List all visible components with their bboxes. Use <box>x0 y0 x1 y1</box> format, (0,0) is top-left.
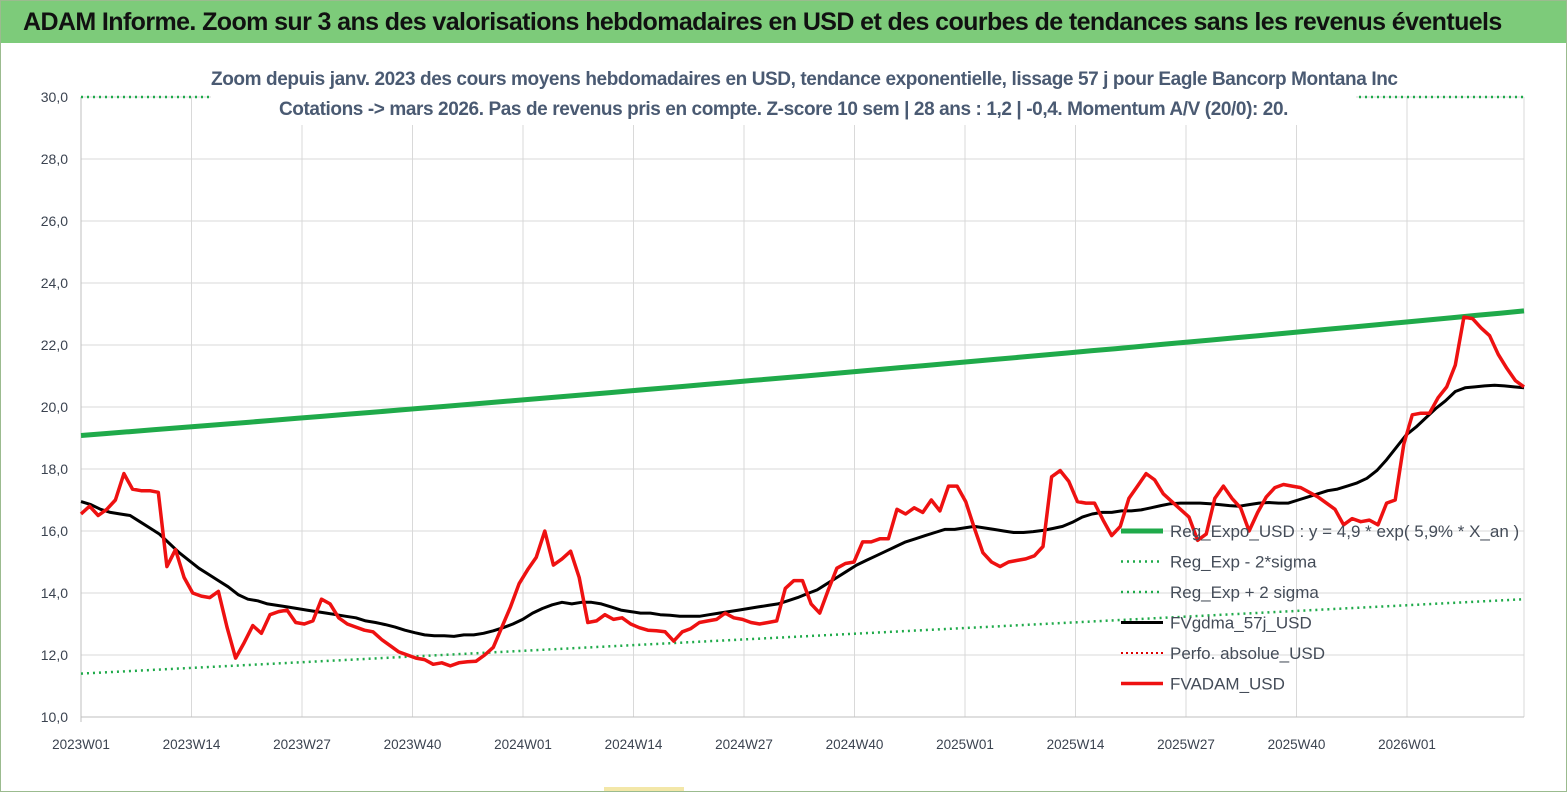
x-tick-label: 2025W40 <box>1268 737 1326 752</box>
x-tick-label: 2023W01 <box>52 737 110 752</box>
legend-label-perfo: Perfo. absolue_USD <box>1170 644 1325 663</box>
chart-title-line-1: Zoom depuis janv. 2023 des cours moyens … <box>211 69 1398 90</box>
x-tick-label: 2026W01 <box>1378 737 1436 752</box>
legend-label-reg_exp: Reg_Expo_USD : y = 4,9 * exp( 5,9% * X_a… <box>1170 522 1519 541</box>
series-fvgdma-57j-usd <box>80 383 1525 638</box>
report-banner: ADAM Informe. Zoom sur 3 ans des valoris… <box>1 1 1566 43</box>
legend-label-reg_minus: Reg_Exp - 2*sigma <box>1170 553 1317 572</box>
y-tick-label: 30,0 <box>41 89 68 105</box>
bottom-scroll-marker <box>604 787 684 791</box>
y-tick-label: 28,0 <box>41 151 68 167</box>
chart-title: Zoom depuis janv. 2023 des cours moyens … <box>211 65 1398 125</box>
x-tick-label: 2024W01 <box>494 737 552 752</box>
x-tick-label: 2023W14 <box>163 737 221 752</box>
series-fvadam-usd <box>79 315 1526 668</box>
series-reg-expo-usd <box>80 308 1525 438</box>
report-title: ADAM Informe. Zoom sur 3 ans des valoris… <box>23 8 1502 36</box>
x-tick-label: 2023W40 <box>384 737 442 752</box>
y-tick-label: 24,0 <box>41 275 68 291</box>
x-tick-label: 2024W40 <box>826 737 884 752</box>
x-tick-label: 2024W14 <box>605 737 663 752</box>
y-tick-label: 18,0 <box>41 461 68 477</box>
x-tick-label: 2025W14 <box>1047 737 1105 752</box>
y-tick-label: 22,0 <box>41 337 68 353</box>
legend-label-reg_plus: Reg_Exp + 2 sigma <box>1170 583 1319 602</box>
legend-label-fvadam: FVADAM_USD <box>1170 675 1285 694</box>
x-tick-label: 2025W27 <box>1157 737 1215 752</box>
legend-label-fvgdma: FVgdma_57j_USD <box>1170 614 1312 633</box>
y-tick-label: 10,0 <box>41 709 68 725</box>
y-tick-label: 14,0 <box>41 585 68 601</box>
y-tick-label: 16,0 <box>41 523 68 539</box>
chart-title-line-2: Cotations -> mars 2026. Pas de revenus p… <box>278 99 1289 120</box>
x-tick-label: 2024W27 <box>715 737 773 752</box>
x-tick-label: 2025W01 <box>936 737 994 752</box>
series-reg-exp-minus-2sigma <box>80 597 1525 675</box>
x-tick-label: 2023W27 <box>273 737 331 752</box>
y-tick-label: 20,0 <box>41 399 68 415</box>
y-tick-label: 12,0 <box>41 647 68 663</box>
y-tick-label: 26,0 <box>41 213 68 229</box>
